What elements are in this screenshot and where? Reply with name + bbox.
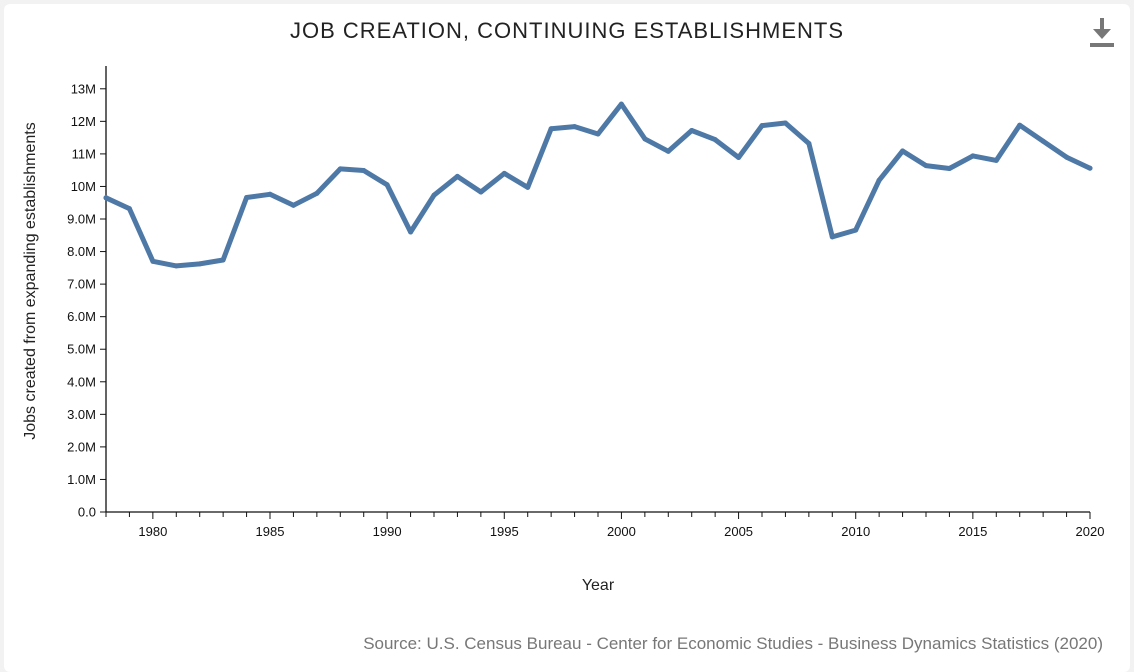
data-point: [408, 229, 414, 235]
data-point: [618, 101, 624, 107]
data-point: [782, 120, 788, 126]
data-point: [1017, 122, 1023, 128]
y-tick-label: 8.0M: [67, 244, 96, 259]
data-point: [595, 131, 601, 137]
data-point: [665, 148, 671, 154]
data-point: [1040, 138, 1046, 144]
data-point: [501, 170, 507, 176]
x-tick-label: 2005: [724, 524, 753, 539]
y-tick-label: 9.0M: [67, 212, 96, 227]
data-point: [1087, 165, 1093, 171]
data-point: [361, 168, 367, 173]
download-icon: [1090, 18, 1114, 47]
y-tick-label: 5.0M: [67, 342, 96, 357]
series-layer: [103, 101, 1093, 269]
y-tick-label: 12M: [71, 114, 96, 129]
x-tick-label: 1980: [138, 524, 167, 539]
data-point: [431, 192, 437, 198]
y-axis-title: Jobs created from expanding establishmen…: [22, 122, 39, 440]
chart-title: JOB CREATION, CONTINUING ESTABLISHMENTS: [289, 18, 844, 43]
x-tick-label: 2015: [958, 524, 987, 539]
data-point: [220, 257, 226, 263]
data-point: [525, 184, 531, 190]
x-tick-label: 2000: [607, 524, 636, 539]
x-tick-label: 2010: [841, 524, 870, 539]
y-tick-label: 2.0M: [67, 439, 96, 454]
x-axis-title: Year: [582, 577, 615, 594]
data-point: [197, 261, 203, 267]
data-point: [244, 195, 250, 200]
source-note: Source: U.S. Census Bureau - Center for …: [363, 634, 1103, 653]
y-axis: 0.0 1.0M 2.0M 3.0M 4.0M 5.0M 6.0M 7.0M 8.0M 9.0M 1…: [67, 66, 107, 520]
data-point: [712, 137, 718, 143]
data-point: [900, 148, 906, 154]
y-tick-label: 7.0M: [67, 277, 96, 292]
x-tick-label: 2020: [1076, 524, 1105, 539]
data-point: [1064, 154, 1070, 160]
y-tick-label: 11M: [72, 146, 96, 161]
data-point: [759, 123, 765, 129]
data-point: [689, 128, 695, 133]
data-point: [454, 173, 460, 179]
data-point: [736, 155, 742, 160]
y-tick-label: 13M: [71, 81, 96, 96]
data-point: [126, 206, 132, 212]
data-point: [572, 124, 578, 130]
y-tick-label: 3.0M: [67, 407, 96, 422]
x-tick-label: 1995: [490, 524, 519, 539]
data-point: [478, 189, 484, 195]
data-point: [548, 126, 554, 132]
data-point: [314, 190, 320, 196]
x-axis: 1980 1985 1990 1995 2000 2005 2010 2015 2020: [105, 511, 1105, 539]
chart-card: [4, 4, 1130, 672]
data-point: [829, 234, 835, 240]
data-point: [642, 136, 648, 142]
x-tick-label: 1985: [256, 524, 285, 539]
data-point: [946, 166, 952, 171]
data-point: [337, 166, 343, 172]
download-button[interactable]: [1088, 16, 1116, 50]
data-point: [103, 195, 109, 201]
y-tick-label: 1.0M: [67, 472, 96, 487]
y-tick-label: 0.0: [78, 505, 96, 520]
data-point: [970, 153, 976, 159]
data-point: [993, 157, 999, 163]
data-point: [267, 191, 273, 197]
data-point: [853, 227, 859, 233]
series-line: [103, 101, 1093, 269]
data-point: [290, 202, 296, 208]
data-point: [876, 177, 882, 183]
x-tick-label: 1990: [373, 524, 402, 539]
y-tick-label: 6.0M: [67, 309, 96, 324]
y-tick-label: 10M: [71, 179, 96, 194]
y-tick-label: 4.0M: [67, 374, 96, 389]
data-point: [173, 263, 179, 269]
data-point: [806, 141, 812, 146]
data-point: [384, 182, 390, 188]
data-point: [150, 258, 156, 264]
data-point: [923, 163, 929, 169]
